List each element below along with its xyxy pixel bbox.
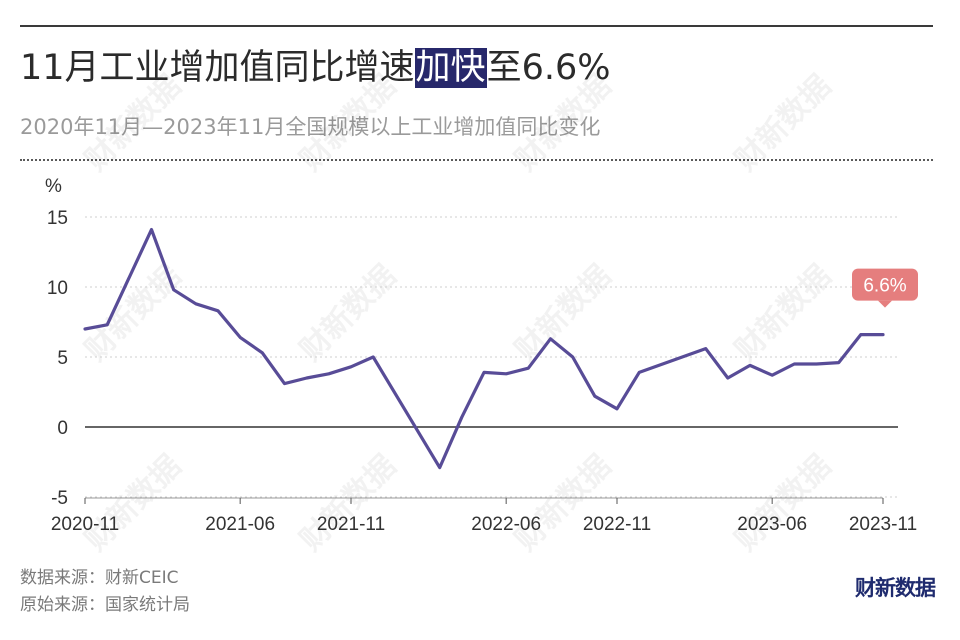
watermark-text: 财新数据 xyxy=(508,448,618,558)
dotted-divider xyxy=(20,159,933,161)
original-source: 原始来源：国家统计局 xyxy=(20,595,190,615)
y-tick-label: 15 xyxy=(47,208,68,229)
watermark-text: 财新数据 xyxy=(293,68,403,178)
watermark-text: 财新数据 xyxy=(78,258,188,368)
watermark-text: 财新数据 xyxy=(728,68,838,178)
callout-pointer xyxy=(878,300,892,308)
x-tick-label: 2020-11 xyxy=(51,514,119,535)
x-tick-label: 2021-11 xyxy=(317,514,385,535)
callout-box xyxy=(852,268,918,301)
y-tick-labels: -5 0 5 10 15 xyxy=(47,208,68,509)
x-tick-label: 2022-11 xyxy=(583,514,651,535)
data-source: 数据来源：财新CEIC xyxy=(20,568,179,588)
title-text: 11月工业增加值同比增速 xyxy=(20,48,415,88)
y-tick-label: -5 xyxy=(51,488,68,509)
y-tick-label: 5 xyxy=(57,348,68,369)
chart-subtitle: 2020年11月—2023年11月全国规模以上工业增加值同比变化 xyxy=(20,115,601,139)
x-axis: 2020-11 2021-06 2021-11 2022-06 2022-11 2023-… xyxy=(51,497,917,535)
x-tick-label: 2023-06 xyxy=(737,514,807,535)
value-callout: 6.6% xyxy=(852,268,918,308)
title-suffix: 至6.6% xyxy=(486,48,611,88)
watermark-text: 财新数据 xyxy=(293,258,403,368)
watermark-text: 财新数据 xyxy=(293,448,403,558)
y-axis-unit: % xyxy=(45,176,62,197)
x-tick-label: 2023-11 xyxy=(849,514,917,535)
watermark-text: 财新数据 xyxy=(728,258,838,368)
watermark-text: 财新数据 xyxy=(78,448,188,558)
series-layer xyxy=(83,228,885,470)
x-tick-label: 2022-06 xyxy=(471,514,541,535)
watermark-text: 财新数据 xyxy=(78,68,188,178)
y-tick-label: 0 xyxy=(57,418,68,439)
watermark-text: 财新数据 xyxy=(508,68,618,178)
y-tick-label: 10 xyxy=(47,278,68,299)
callout-label: 6.6% xyxy=(863,276,906,297)
watermark-text: 财新数据 xyxy=(508,258,618,368)
title-highlight: 加快 xyxy=(414,48,487,88)
top-rule xyxy=(20,25,933,27)
grid-lines xyxy=(85,216,898,498)
watermark-text: 财新数据 xyxy=(728,448,838,558)
x-tick-label: 2021-06 xyxy=(205,514,275,535)
chart-title: 11月工业增加值同比增速加快至6.6% xyxy=(20,44,610,92)
brand-logo: 财新数据 xyxy=(855,576,936,600)
series-line xyxy=(83,228,885,470)
